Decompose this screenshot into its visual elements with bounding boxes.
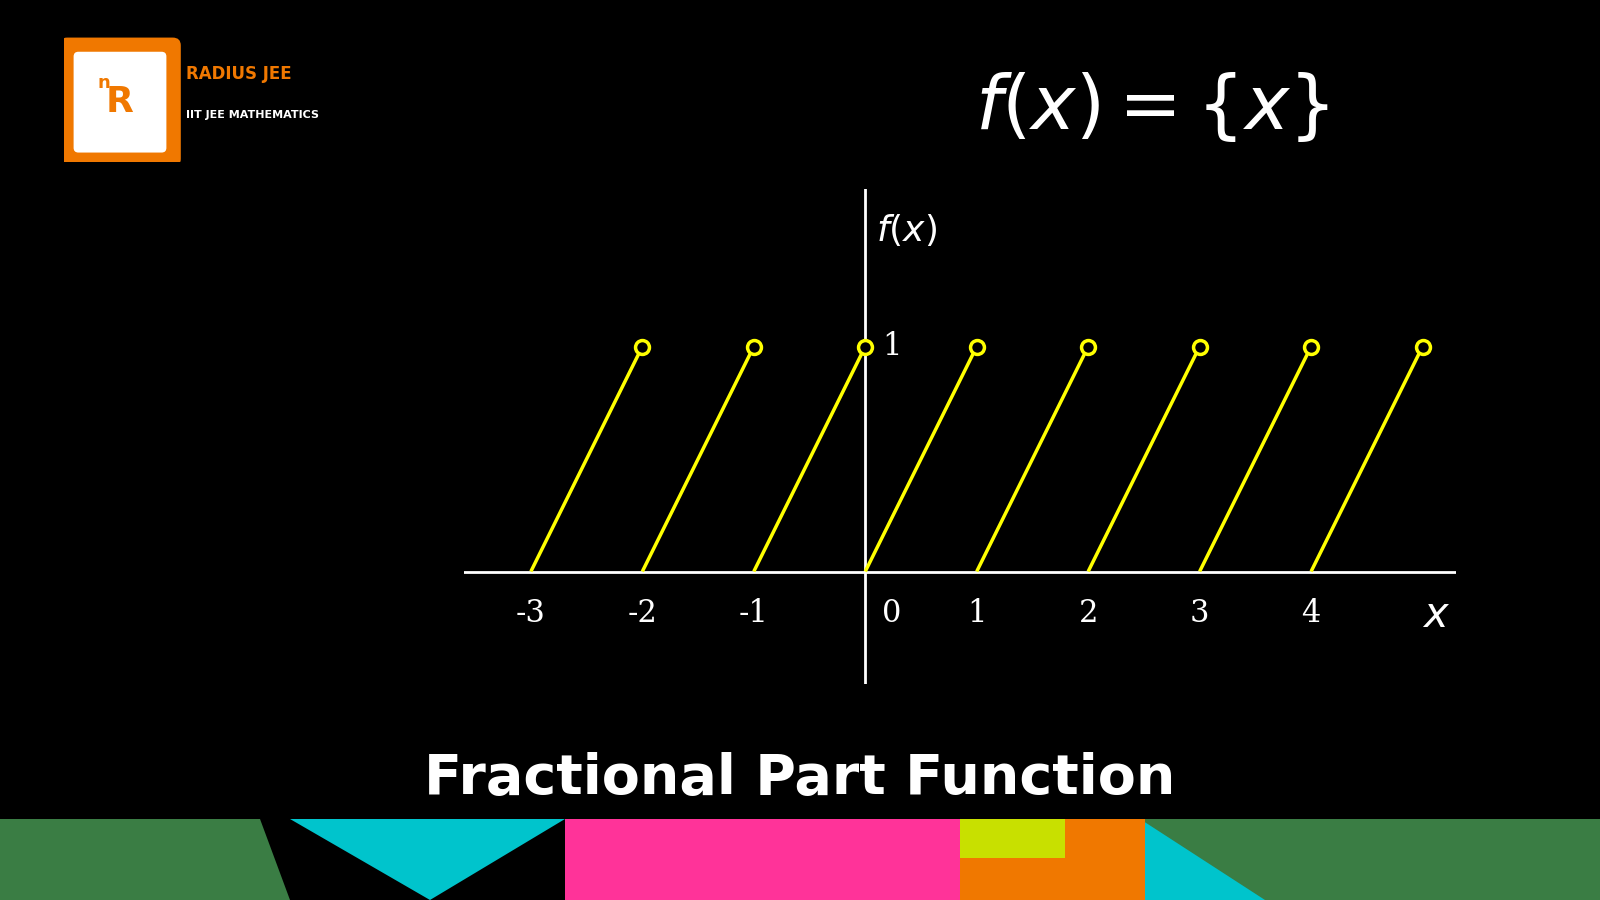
Polygon shape bbox=[1130, 819, 1146, 900]
Text: -2: -2 bbox=[627, 598, 658, 629]
Point bbox=[853, 339, 878, 354]
Text: $f(x)$: $f(x)$ bbox=[877, 212, 938, 248]
Text: 0: 0 bbox=[882, 598, 901, 629]
Polygon shape bbox=[960, 819, 1066, 858]
Point bbox=[1410, 339, 1435, 354]
Point bbox=[963, 339, 989, 354]
Text: n: n bbox=[98, 75, 110, 93]
Text: IIT JEE MATHEMATICS: IIT JEE MATHEMATICS bbox=[186, 110, 318, 120]
Text: $x$: $x$ bbox=[1422, 594, 1451, 636]
Text: 1: 1 bbox=[882, 331, 901, 362]
Point bbox=[741, 339, 766, 354]
Point bbox=[1187, 339, 1213, 354]
Text: R: R bbox=[106, 86, 134, 119]
Text: 3: 3 bbox=[1190, 598, 1210, 629]
FancyBboxPatch shape bbox=[74, 51, 166, 152]
Text: $f(x) = \{x\}$: $f(x) = \{x\}$ bbox=[974, 71, 1330, 145]
Polygon shape bbox=[960, 819, 1130, 900]
Text: -1: -1 bbox=[739, 598, 768, 629]
Point bbox=[629, 339, 654, 354]
Text: Fractional Part Function: Fractional Part Function bbox=[424, 752, 1176, 806]
Text: RADIUS JEE: RADIUS JEE bbox=[186, 65, 291, 83]
Polygon shape bbox=[1139, 819, 1600, 900]
Polygon shape bbox=[565, 819, 960, 900]
FancyBboxPatch shape bbox=[59, 38, 181, 166]
Point bbox=[1298, 339, 1323, 354]
Text: -3: -3 bbox=[515, 598, 546, 629]
Point bbox=[1075, 339, 1101, 354]
Text: 1: 1 bbox=[966, 598, 987, 629]
Polygon shape bbox=[1139, 819, 1266, 900]
Text: 4: 4 bbox=[1301, 598, 1320, 629]
Polygon shape bbox=[290, 819, 565, 900]
Text: 2: 2 bbox=[1078, 598, 1098, 629]
Polygon shape bbox=[0, 819, 290, 900]
